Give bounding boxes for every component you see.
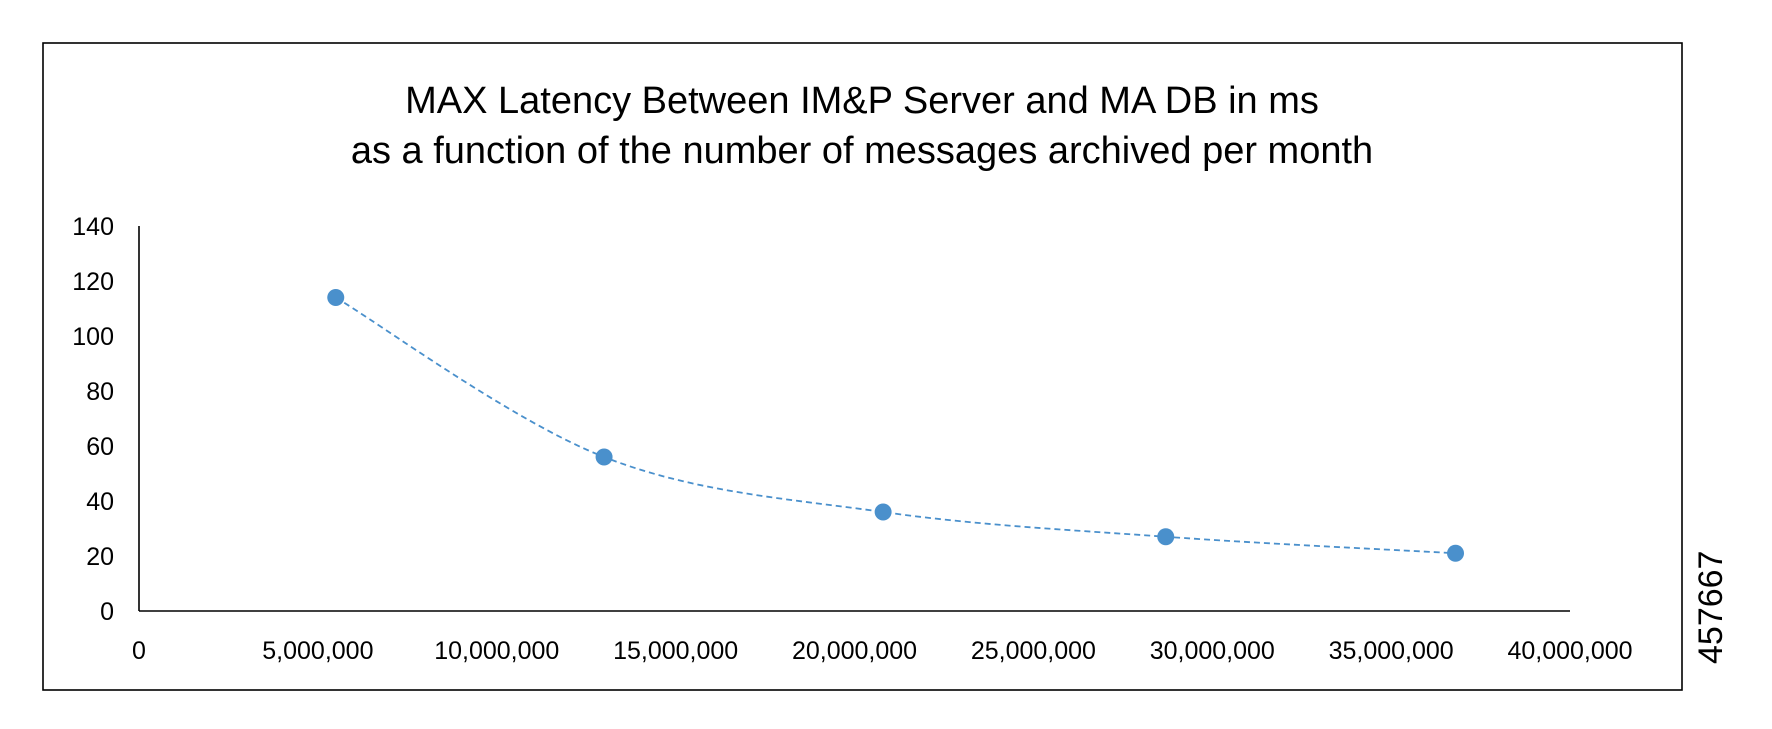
x-tick-label: 30,000,000 xyxy=(1150,637,1275,665)
x-tick-label: 40,000,000 xyxy=(1507,637,1632,665)
x-tick-label: 35,000,000 xyxy=(1329,637,1454,665)
data-point xyxy=(874,503,892,521)
y-tick-label: 140 xyxy=(72,213,114,241)
y-tick-label: 100 xyxy=(72,323,114,351)
y-tick-label: 0 xyxy=(100,598,114,626)
x-tick-label: 0 xyxy=(132,637,146,665)
figure-id: 457667 xyxy=(1692,551,1730,664)
x-tick-label: 15,000,000 xyxy=(613,637,738,665)
y-tick-label: 120 xyxy=(72,268,114,296)
x-tick-labels: 0 5,000,000 10,000,000 15,000,000 20,000,000… xyxy=(132,637,1633,665)
chart-subtitle: as a function of the number of messages … xyxy=(351,130,1373,172)
y-tick-label: 60 xyxy=(86,433,114,461)
data-point xyxy=(1157,528,1175,546)
data-point xyxy=(1447,544,1465,562)
chart-title: MAX Latency Between IM&P Server and MA D… xyxy=(405,80,1319,122)
x-tick-label: 10,000,000 xyxy=(434,637,559,665)
y-tick-label: 80 xyxy=(86,378,114,406)
chart-frame xyxy=(42,42,1683,691)
x-tick-label: 25,000,000 xyxy=(971,637,1096,665)
data-points xyxy=(327,289,1465,562)
y-tick-label: 40 xyxy=(86,488,114,516)
y-tick-labels: 0 20 40 60 80 100 120 140 xyxy=(72,213,114,626)
y-tick-label: 20 xyxy=(86,543,114,571)
x-tick-label: 20,000,000 xyxy=(792,637,917,665)
data-point xyxy=(595,448,613,466)
x-tick-label: 5,000,000 xyxy=(262,637,373,665)
data-point xyxy=(327,289,345,306)
